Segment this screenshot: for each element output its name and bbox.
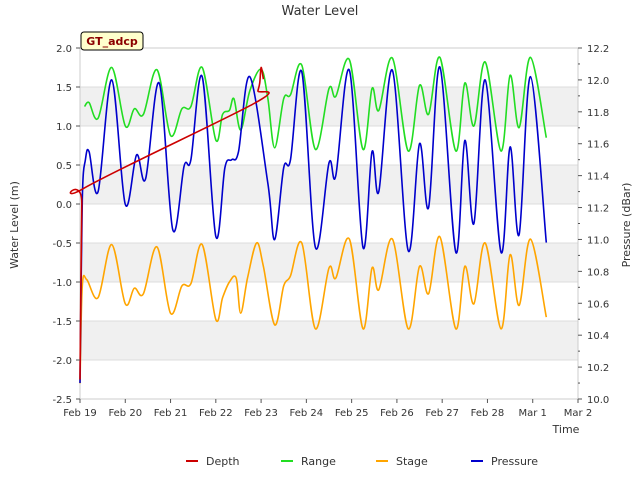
- x-axis-label: Time: [552, 423, 580, 436]
- y-tick-label: -1.0: [52, 278, 72, 289]
- y-tick-label: -1.5: [52, 317, 72, 328]
- x-tick-label: Feb 25: [335, 408, 369, 419]
- y2-tick-label: 11.4: [587, 172, 609, 183]
- x-tick-label: Feb 22: [199, 408, 233, 419]
- y-tick-label: -2.5: [52, 395, 72, 406]
- y-tick-label: 0.0: [56, 200, 72, 211]
- legend-label-stage: Stage: [396, 455, 428, 468]
- series-line-depth: [69, 66, 270, 380]
- x-tick-label: Feb 28: [471, 408, 505, 419]
- series-line-pressure: [79, 66, 548, 384]
- x-tick-label: Mar 2: [564, 408, 592, 419]
- x-tick-label: Feb 26: [380, 408, 414, 419]
- x-tick-label: Feb 21: [154, 408, 188, 419]
- y2-tick-label: 12.2: [587, 44, 609, 55]
- legend-label-range: Range: [301, 455, 336, 468]
- y-axis-right: 10.0 10.2 10.4 10.6 10.8 11.0 11.2 11.4 11.6 11.8…: [578, 44, 609, 406]
- y-axis-label: Water Level (m): [8, 181, 21, 269]
- y2-tick-label: 10.4: [587, 331, 609, 342]
- y-tick-label: -0.5: [52, 239, 72, 250]
- y-tick-label: 1.0: [56, 122, 72, 133]
- y2-axis-label: Pressure (dBar): [620, 183, 633, 268]
- y-tick-label: -2.0: [52, 356, 72, 367]
- x-tick-label: Feb 27: [425, 408, 459, 419]
- legend-label-pressure: Pressure: [491, 455, 538, 468]
- x-axis: Feb 19 Feb 20 Feb 21 Feb 22 Feb 23 Feb 24 Feb …: [63, 399, 592, 419]
- x-tick-label: Feb 23: [244, 408, 278, 419]
- y2-tick-label: 10.6: [587, 299, 609, 310]
- y2-tick-label: 10.2: [587, 363, 609, 374]
- annotation-box: GT_adcp: [80, 31, 144, 51]
- annotation-label: GT_adcp: [86, 35, 138, 48]
- y2-tick-label: 10.8: [587, 267, 609, 278]
- legend-label-depth: Depth: [206, 455, 240, 468]
- y-tick-label: 1.5: [56, 83, 72, 94]
- x-tick-label: Feb 20: [108, 408, 142, 419]
- background-band: [80, 165, 578, 204]
- y2-tick-label: 11.2: [587, 204, 609, 215]
- y2-tick-label: 12.0: [587, 76, 609, 87]
- chart-title: Water Level: [282, 4, 359, 19]
- y2-tick-label: 10.0: [587, 395, 609, 406]
- series-line-range: [83, 56, 548, 152]
- x-tick-label: Mar 1: [519, 408, 547, 419]
- y-axis-left: -2.5 -2.0 -1.5 -1.0 -0.5 0.0 0.5 1.0 1.5 2.0: [52, 44, 80, 406]
- legend: Depth Range Stage Pressure: [186, 455, 538, 468]
- y-tick-label: 2.0: [56, 44, 72, 55]
- y2-tick-label: 11.8: [587, 108, 609, 119]
- y2-tick-label: 11.0: [587, 235, 609, 246]
- x-tick-label: Feb 24: [290, 408, 324, 419]
- series-layer: [69, 56, 548, 384]
- x-tick-label: Feb 19: [63, 408, 97, 419]
- background-band: [80, 321, 578, 360]
- series-line-stage: [79, 235, 548, 384]
- y2-tick-label: 11.6: [587, 140, 609, 151]
- y-tick-label: 0.5: [56, 161, 72, 172]
